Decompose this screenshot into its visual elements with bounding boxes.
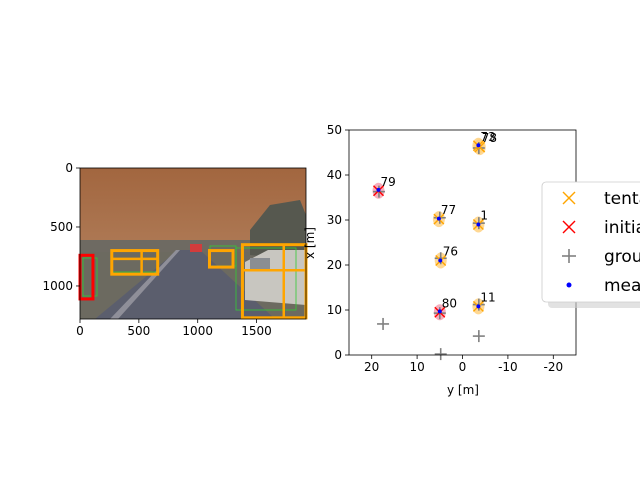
image-x-tick-label: 0 <box>76 324 84 338</box>
legend-swatch-tentative <box>562 191 576 205</box>
track-marker-tentative <box>474 141 486 153</box>
scatter-y-tick-label: 0 <box>334 348 342 362</box>
scatter-y-tick-label: 40 <box>327 168 342 182</box>
image-y-tick-label: 500 <box>50 220 73 234</box>
measurement-marker <box>376 187 381 192</box>
measurement-marker <box>476 222 481 227</box>
green-box <box>235 247 297 311</box>
road <box>95 250 275 319</box>
track-label: 79 <box>381 175 396 189</box>
scatter-x-tick-label: -20 <box>543 360 563 374</box>
image-y-tick-label: 1000 <box>42 279 73 293</box>
scatter-x-tick-label: 10 <box>409 360 424 374</box>
legend-label: initialized <box>604 218 640 238</box>
measurement-marks <box>376 143 481 314</box>
measurement-marker <box>437 309 442 314</box>
y-axis-label: x [m] <box>303 227 317 259</box>
scatter-y-tick-label: 10 <box>327 303 342 317</box>
legend-label: tentative <box>604 189 640 209</box>
legend-box <box>541 181 640 303</box>
legend-label: ground truth <box>604 247 640 267</box>
scatter-y-tick-label: 20 <box>327 258 342 272</box>
track-label: 78 <box>482 131 497 145</box>
measurement-marker <box>438 258 443 263</box>
legend-swatch-measurement <box>566 282 572 288</box>
scatter-x-tick-label: 20 <box>364 360 379 374</box>
red-car <box>190 244 202 252</box>
detection-box-tentative <box>207 249 235 269</box>
image-x-tick-label: 1000 <box>182 324 213 338</box>
track-label: 80 <box>442 296 457 310</box>
detection-box-tentative <box>110 249 160 276</box>
legend: tentative initialized ground truth measurem… <box>541 181 640 308</box>
legend-swatch-initialized <box>562 220 576 234</box>
scatter-x-tick-label: -10 <box>498 360 518 374</box>
track-label: 11 <box>480 290 495 304</box>
scatter-y-tick-label: 50 <box>327 123 342 137</box>
truck-window <box>250 258 270 270</box>
scatter-y-tick-label: 30 <box>327 213 342 227</box>
legend-label: measurement <box>604 276 640 296</box>
image-panel: 0 500 1000 1500 0 500 1000 <box>42 161 308 338</box>
track-label: 73 <box>480 130 495 144</box>
measurement-marker <box>476 304 481 309</box>
image-x-tick-label: 1500 <box>241 324 272 338</box>
image-axes-frame <box>79 167 307 320</box>
green-box <box>82 257 98 297</box>
image-y-tick-label: 0 <box>65 161 73 175</box>
measurement-marker <box>476 143 481 148</box>
image-ticks: 0 500 1000 1500 0 500 1000 <box>42 161 271 338</box>
track-label: 1 <box>480 209 488 223</box>
scatter-ticks: 20 10 0 -10 -20 0 10 20 30 40 50 <box>327 123 563 374</box>
image-x-tick-label: 500 <box>127 324 150 338</box>
plot-area <box>349 130 576 355</box>
track-label: 76 <box>443 245 458 259</box>
track-label: 77 <box>441 203 456 217</box>
road-edge <box>110 250 180 319</box>
measurement-marker <box>436 216 441 221</box>
x-axis-label: y [m] <box>447 383 479 397</box>
legend-entries: tentative initialized ground truth measurem… <box>562 189 640 296</box>
scatter-x-tick-label: 0 <box>459 360 467 374</box>
